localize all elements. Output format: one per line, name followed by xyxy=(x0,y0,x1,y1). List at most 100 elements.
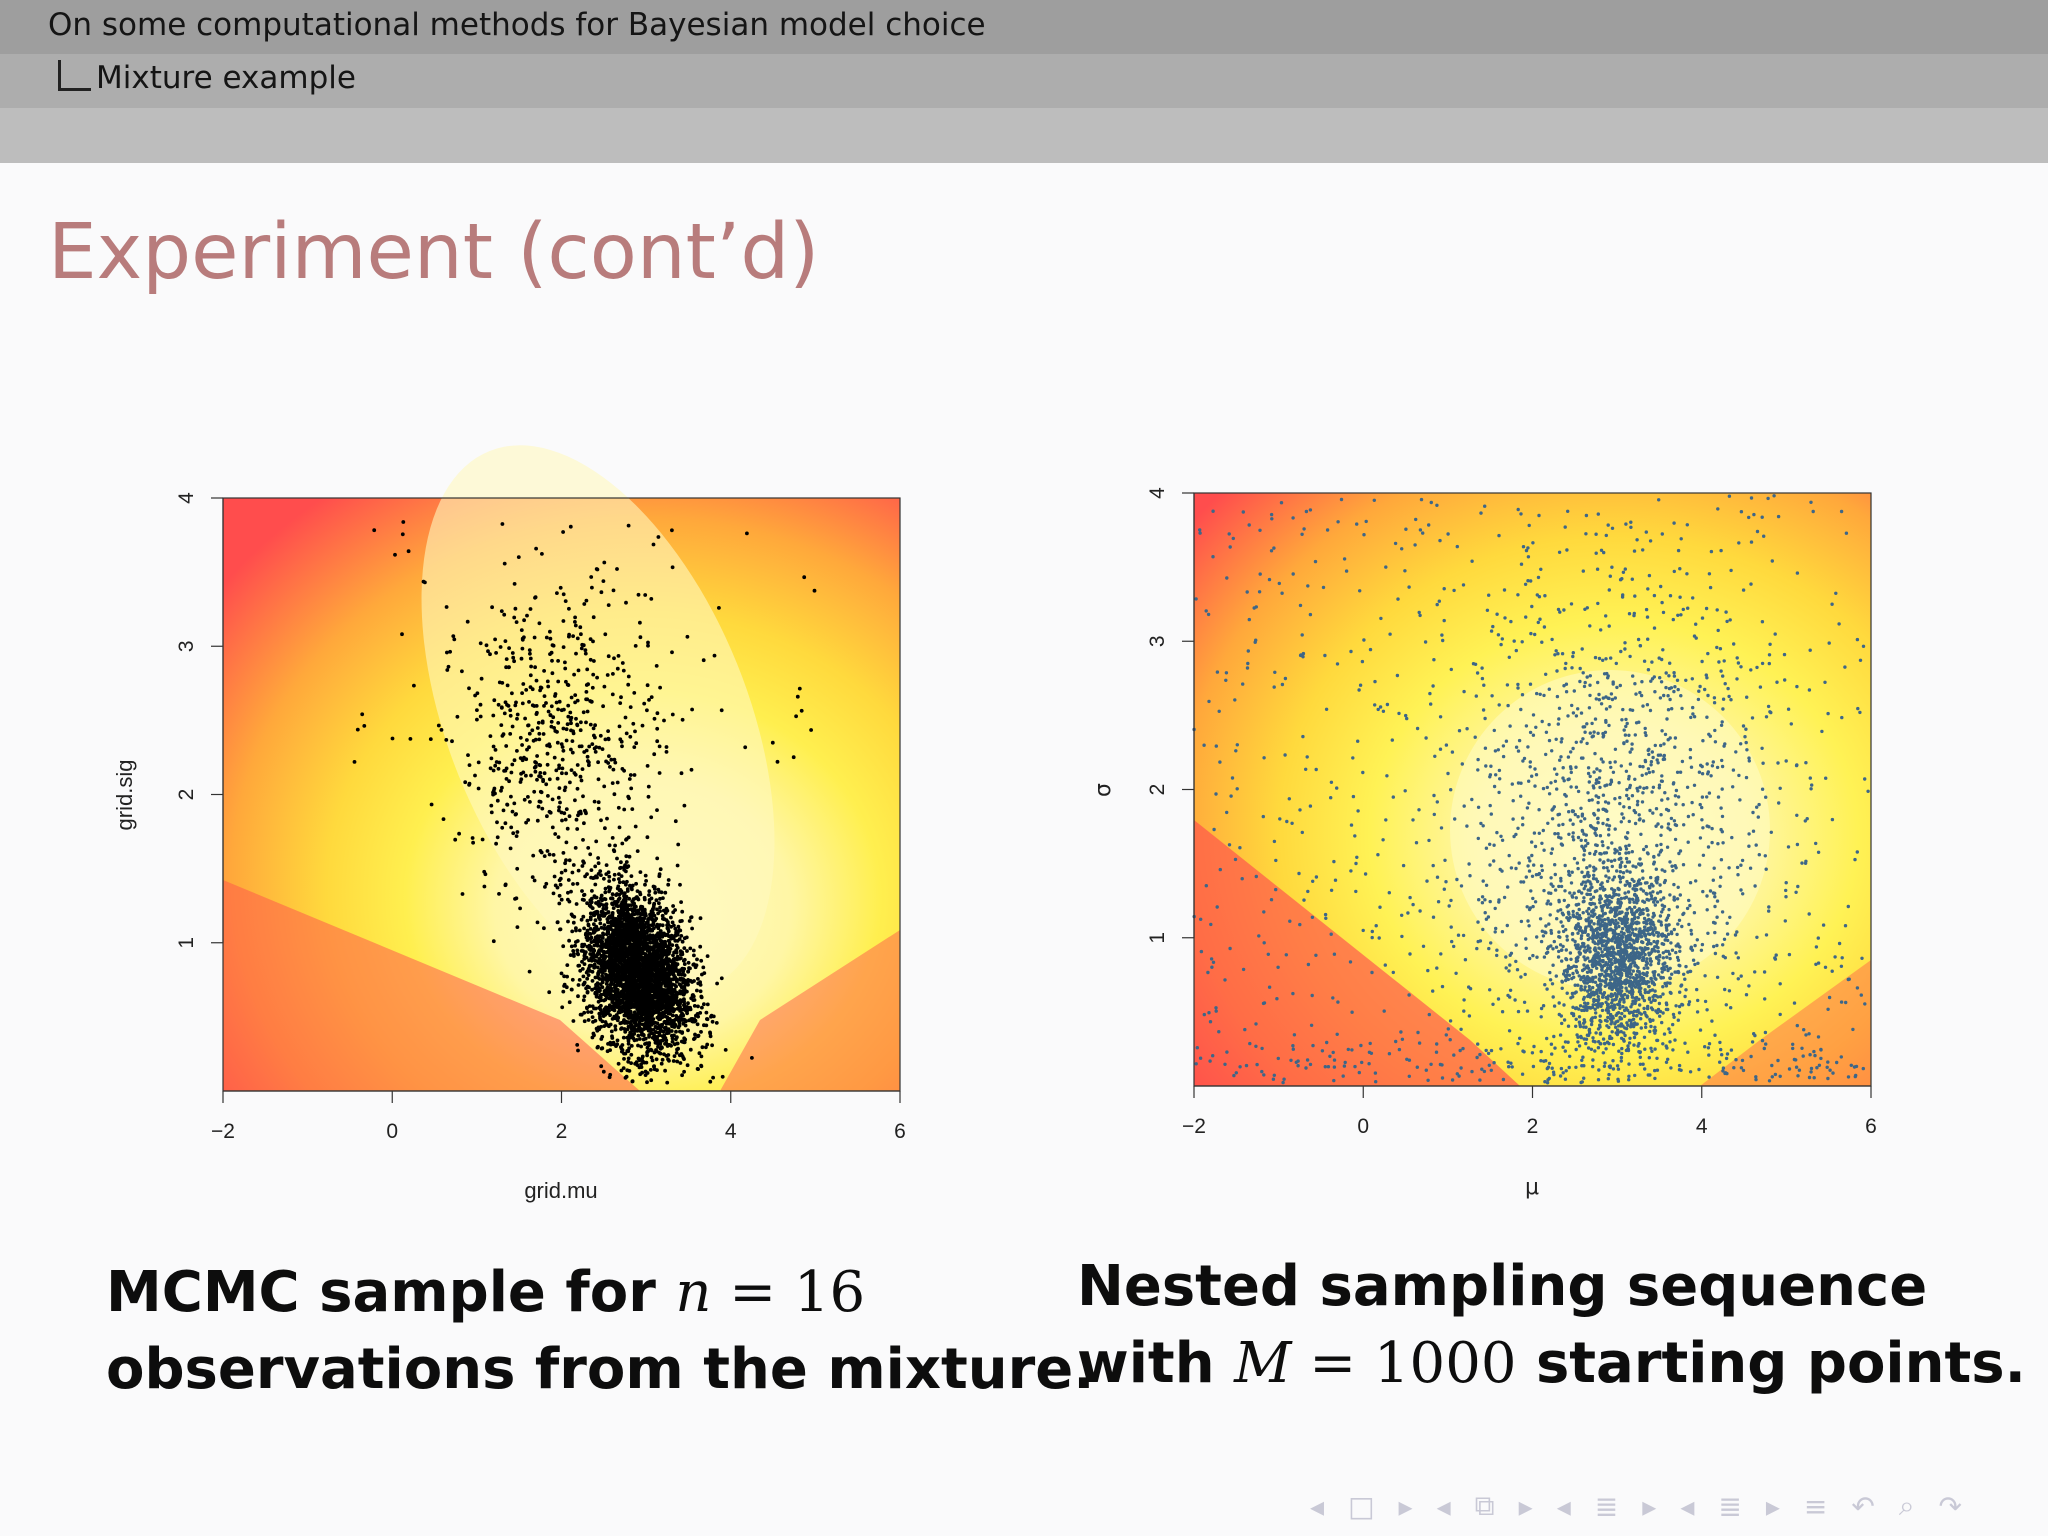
scatter-point xyxy=(473,693,477,698)
scatter-point xyxy=(563,666,568,671)
scatter-point xyxy=(537,731,542,736)
scatter-point xyxy=(656,887,661,892)
scatter-point xyxy=(634,956,639,961)
scatter-point xyxy=(561,530,565,534)
scatter-point xyxy=(705,954,710,958)
scatter-point xyxy=(579,811,583,816)
scatter-point xyxy=(652,1020,656,1025)
scatter-point xyxy=(532,789,537,794)
scatter-point xyxy=(674,1051,679,1055)
scatter-point xyxy=(586,966,591,971)
scatter-point xyxy=(596,806,601,811)
scatter-point xyxy=(1590,885,1594,889)
scatter-point xyxy=(658,867,663,872)
scatter-point xyxy=(457,831,461,836)
scatter-point xyxy=(634,1060,639,1065)
scatter-point xyxy=(696,1004,700,1009)
scatter-point xyxy=(636,1043,640,1048)
scatter-point xyxy=(465,619,470,624)
scatter-point xyxy=(540,806,545,811)
scatter-point xyxy=(599,1003,603,1008)
scatter-point xyxy=(1589,1022,1594,1027)
scatter-point xyxy=(616,805,621,810)
scatter-point xyxy=(553,832,558,836)
scatter-point xyxy=(502,612,507,617)
scatter-point xyxy=(626,903,631,908)
scatter-point xyxy=(633,729,637,734)
scatter-point xyxy=(622,923,627,927)
scatter-point xyxy=(401,520,406,524)
scatter-point xyxy=(1553,863,1557,867)
scatter-point xyxy=(601,976,606,981)
scatter-point xyxy=(745,531,749,536)
scatter-point xyxy=(629,1044,634,1048)
scatter-point xyxy=(1622,896,1627,900)
scatter-point xyxy=(646,984,650,989)
scatter-point xyxy=(685,1063,690,1068)
scatter-point xyxy=(1596,1027,1601,1031)
mcmc-heat-low-left xyxy=(223,880,640,1091)
scatter-point xyxy=(552,874,557,879)
scatter-point xyxy=(581,982,586,987)
scatter-point xyxy=(600,936,605,940)
scatter-point xyxy=(624,854,629,859)
scatter-point xyxy=(601,1069,606,1074)
scatter-point xyxy=(606,654,611,659)
scatter-point xyxy=(1609,859,1614,863)
scatter-point xyxy=(652,885,657,889)
scatter-point xyxy=(1551,947,1555,951)
scatter-point xyxy=(596,975,600,980)
scatter-point xyxy=(651,946,656,950)
scatter-point xyxy=(556,679,561,684)
scatter-point xyxy=(677,982,682,987)
scatter-point xyxy=(690,707,694,712)
scatter-point xyxy=(663,933,668,938)
scatter-point xyxy=(634,994,639,999)
scatter-point xyxy=(599,992,603,997)
scatter-point xyxy=(406,549,411,554)
scatter-point xyxy=(651,957,656,961)
scatter-point xyxy=(514,620,519,624)
scatter-point xyxy=(617,825,622,830)
scatter-point xyxy=(1654,867,1659,871)
scatter-point xyxy=(623,715,628,720)
scatter-point xyxy=(710,1019,715,1024)
scatter-point xyxy=(512,758,517,763)
scatter-point xyxy=(588,852,593,857)
scatter-point xyxy=(587,744,592,749)
scatter-point xyxy=(604,938,609,943)
scatter-point xyxy=(646,784,651,789)
scatter-point xyxy=(557,786,562,790)
scatter-point xyxy=(570,739,575,743)
scatter-point xyxy=(525,738,529,742)
scatter-point xyxy=(641,942,645,947)
scatter-point xyxy=(557,878,562,883)
scatter-point xyxy=(632,773,637,777)
scatter-point xyxy=(577,978,582,982)
scatter-point xyxy=(588,936,593,941)
scatter-point xyxy=(627,998,632,1002)
scatter-point xyxy=(652,926,656,931)
scatter-point xyxy=(653,890,658,895)
scatter-point xyxy=(626,682,631,687)
scatter-point xyxy=(1627,1074,1631,1079)
scatter-point xyxy=(663,890,668,895)
scatter-point xyxy=(682,803,687,808)
scatter-point xyxy=(589,868,594,872)
scatter-point xyxy=(655,856,660,861)
scatter-point xyxy=(743,745,748,750)
scatter-point xyxy=(622,898,626,902)
scatter-point xyxy=(549,704,554,709)
x-tick-label: 6 xyxy=(894,1120,906,1143)
scatter-point xyxy=(667,972,672,977)
scatter-point xyxy=(565,826,570,831)
scatter-point xyxy=(1645,1015,1649,1019)
scatter-point xyxy=(585,709,590,714)
scatter-point xyxy=(670,1013,675,1018)
scatter-point xyxy=(647,1035,651,1039)
scatter-point xyxy=(607,1009,611,1013)
scatter-point xyxy=(701,965,706,970)
scatter-point xyxy=(578,625,583,630)
scatter-point xyxy=(1605,866,1609,870)
scatter-point xyxy=(439,728,444,732)
